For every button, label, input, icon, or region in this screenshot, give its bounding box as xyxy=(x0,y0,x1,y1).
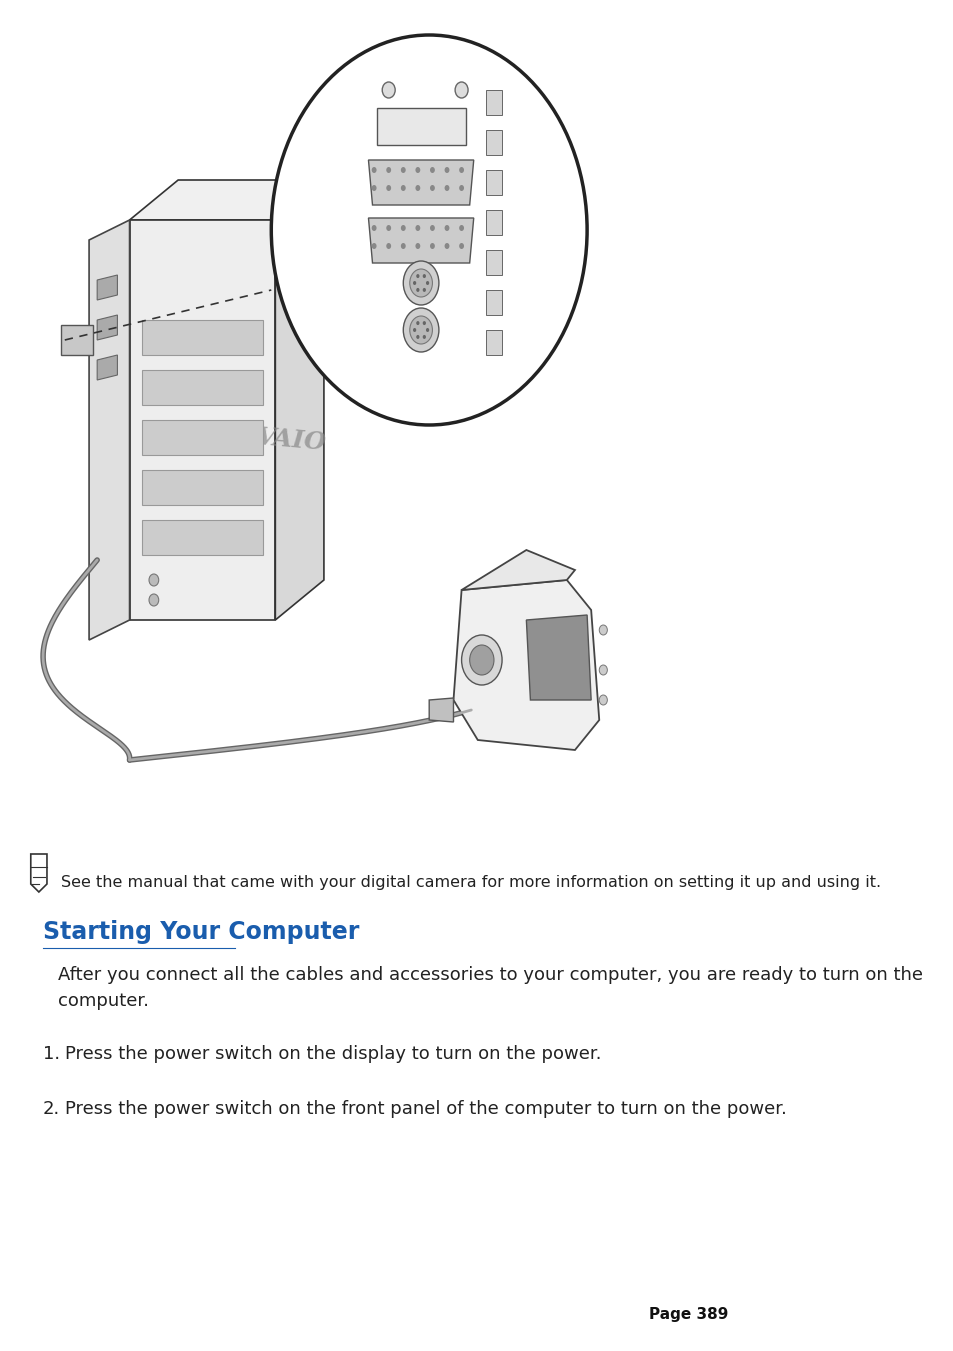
Circle shape xyxy=(415,185,420,190)
Polygon shape xyxy=(142,420,263,455)
Circle shape xyxy=(430,226,435,231)
Circle shape xyxy=(422,288,425,292)
Circle shape xyxy=(416,274,419,278)
Polygon shape xyxy=(485,91,501,115)
Polygon shape xyxy=(142,520,263,555)
Circle shape xyxy=(415,226,420,231)
Polygon shape xyxy=(453,580,598,750)
Circle shape xyxy=(372,185,376,190)
Circle shape xyxy=(415,168,420,173)
Text: VAIO: VAIO xyxy=(255,426,327,455)
Circle shape xyxy=(444,226,449,231)
Circle shape xyxy=(410,269,432,297)
Circle shape xyxy=(403,308,438,353)
Polygon shape xyxy=(485,290,501,315)
Circle shape xyxy=(425,281,429,285)
Polygon shape xyxy=(130,220,275,620)
Polygon shape xyxy=(485,209,501,235)
Text: See the manual that came with your digital camera for more information on settin: See the manual that came with your digit… xyxy=(61,875,880,890)
Polygon shape xyxy=(526,615,591,700)
Circle shape xyxy=(400,243,405,249)
Circle shape xyxy=(372,243,376,249)
Circle shape xyxy=(444,243,449,249)
Circle shape xyxy=(598,694,607,705)
Polygon shape xyxy=(429,698,453,721)
Circle shape xyxy=(598,665,607,676)
Circle shape xyxy=(444,185,449,190)
Circle shape xyxy=(415,243,420,249)
Circle shape xyxy=(413,328,416,332)
Circle shape xyxy=(386,168,391,173)
Text: Starting Your Computer: Starting Your Computer xyxy=(43,920,359,944)
Circle shape xyxy=(410,316,432,345)
Polygon shape xyxy=(130,180,324,220)
Circle shape xyxy=(386,243,391,249)
Circle shape xyxy=(430,168,435,173)
Polygon shape xyxy=(368,159,474,205)
Text: Page 389: Page 389 xyxy=(649,1306,728,1323)
Circle shape xyxy=(416,335,419,339)
Circle shape xyxy=(271,35,586,426)
Polygon shape xyxy=(485,170,501,195)
Circle shape xyxy=(416,288,419,292)
Polygon shape xyxy=(97,276,117,300)
Text: Press the power switch on the front panel of the computer to turn on the power.: Press the power switch on the front pane… xyxy=(65,1100,786,1119)
Circle shape xyxy=(400,168,405,173)
Circle shape xyxy=(458,243,463,249)
Polygon shape xyxy=(485,130,501,155)
Circle shape xyxy=(598,626,607,635)
Circle shape xyxy=(422,322,425,326)
Polygon shape xyxy=(89,220,130,640)
Circle shape xyxy=(458,168,463,173)
Polygon shape xyxy=(142,470,263,505)
Circle shape xyxy=(455,82,468,99)
Polygon shape xyxy=(97,355,117,380)
Circle shape xyxy=(458,226,463,231)
Text: 2.: 2. xyxy=(43,1100,60,1119)
Circle shape xyxy=(372,226,376,231)
Circle shape xyxy=(386,185,391,190)
Circle shape xyxy=(430,185,435,190)
Circle shape xyxy=(422,274,425,278)
Text: After you connect all the cables and accessories to your computer, you are ready: After you connect all the cables and acc… xyxy=(58,966,923,1011)
Circle shape xyxy=(149,594,158,607)
Polygon shape xyxy=(142,370,263,405)
Polygon shape xyxy=(275,180,324,620)
Polygon shape xyxy=(61,326,93,355)
Circle shape xyxy=(149,574,158,586)
Circle shape xyxy=(430,243,435,249)
Circle shape xyxy=(461,635,501,685)
Circle shape xyxy=(469,644,494,676)
Circle shape xyxy=(422,335,425,339)
Circle shape xyxy=(425,328,429,332)
Circle shape xyxy=(386,226,391,231)
Circle shape xyxy=(444,168,449,173)
Polygon shape xyxy=(485,250,501,276)
Circle shape xyxy=(416,322,419,326)
Polygon shape xyxy=(97,315,117,340)
Text: 1.: 1. xyxy=(43,1046,60,1063)
Polygon shape xyxy=(30,854,47,892)
Polygon shape xyxy=(376,108,465,145)
Polygon shape xyxy=(368,218,474,263)
Text: Press the power switch on the display to turn on the power.: Press the power switch on the display to… xyxy=(65,1046,600,1063)
Circle shape xyxy=(400,185,405,190)
Polygon shape xyxy=(142,320,263,355)
Circle shape xyxy=(403,261,438,305)
Polygon shape xyxy=(461,550,575,590)
Circle shape xyxy=(382,82,395,99)
Polygon shape xyxy=(485,330,501,355)
Circle shape xyxy=(400,226,405,231)
Circle shape xyxy=(372,168,376,173)
Circle shape xyxy=(413,281,416,285)
Circle shape xyxy=(458,185,463,190)
